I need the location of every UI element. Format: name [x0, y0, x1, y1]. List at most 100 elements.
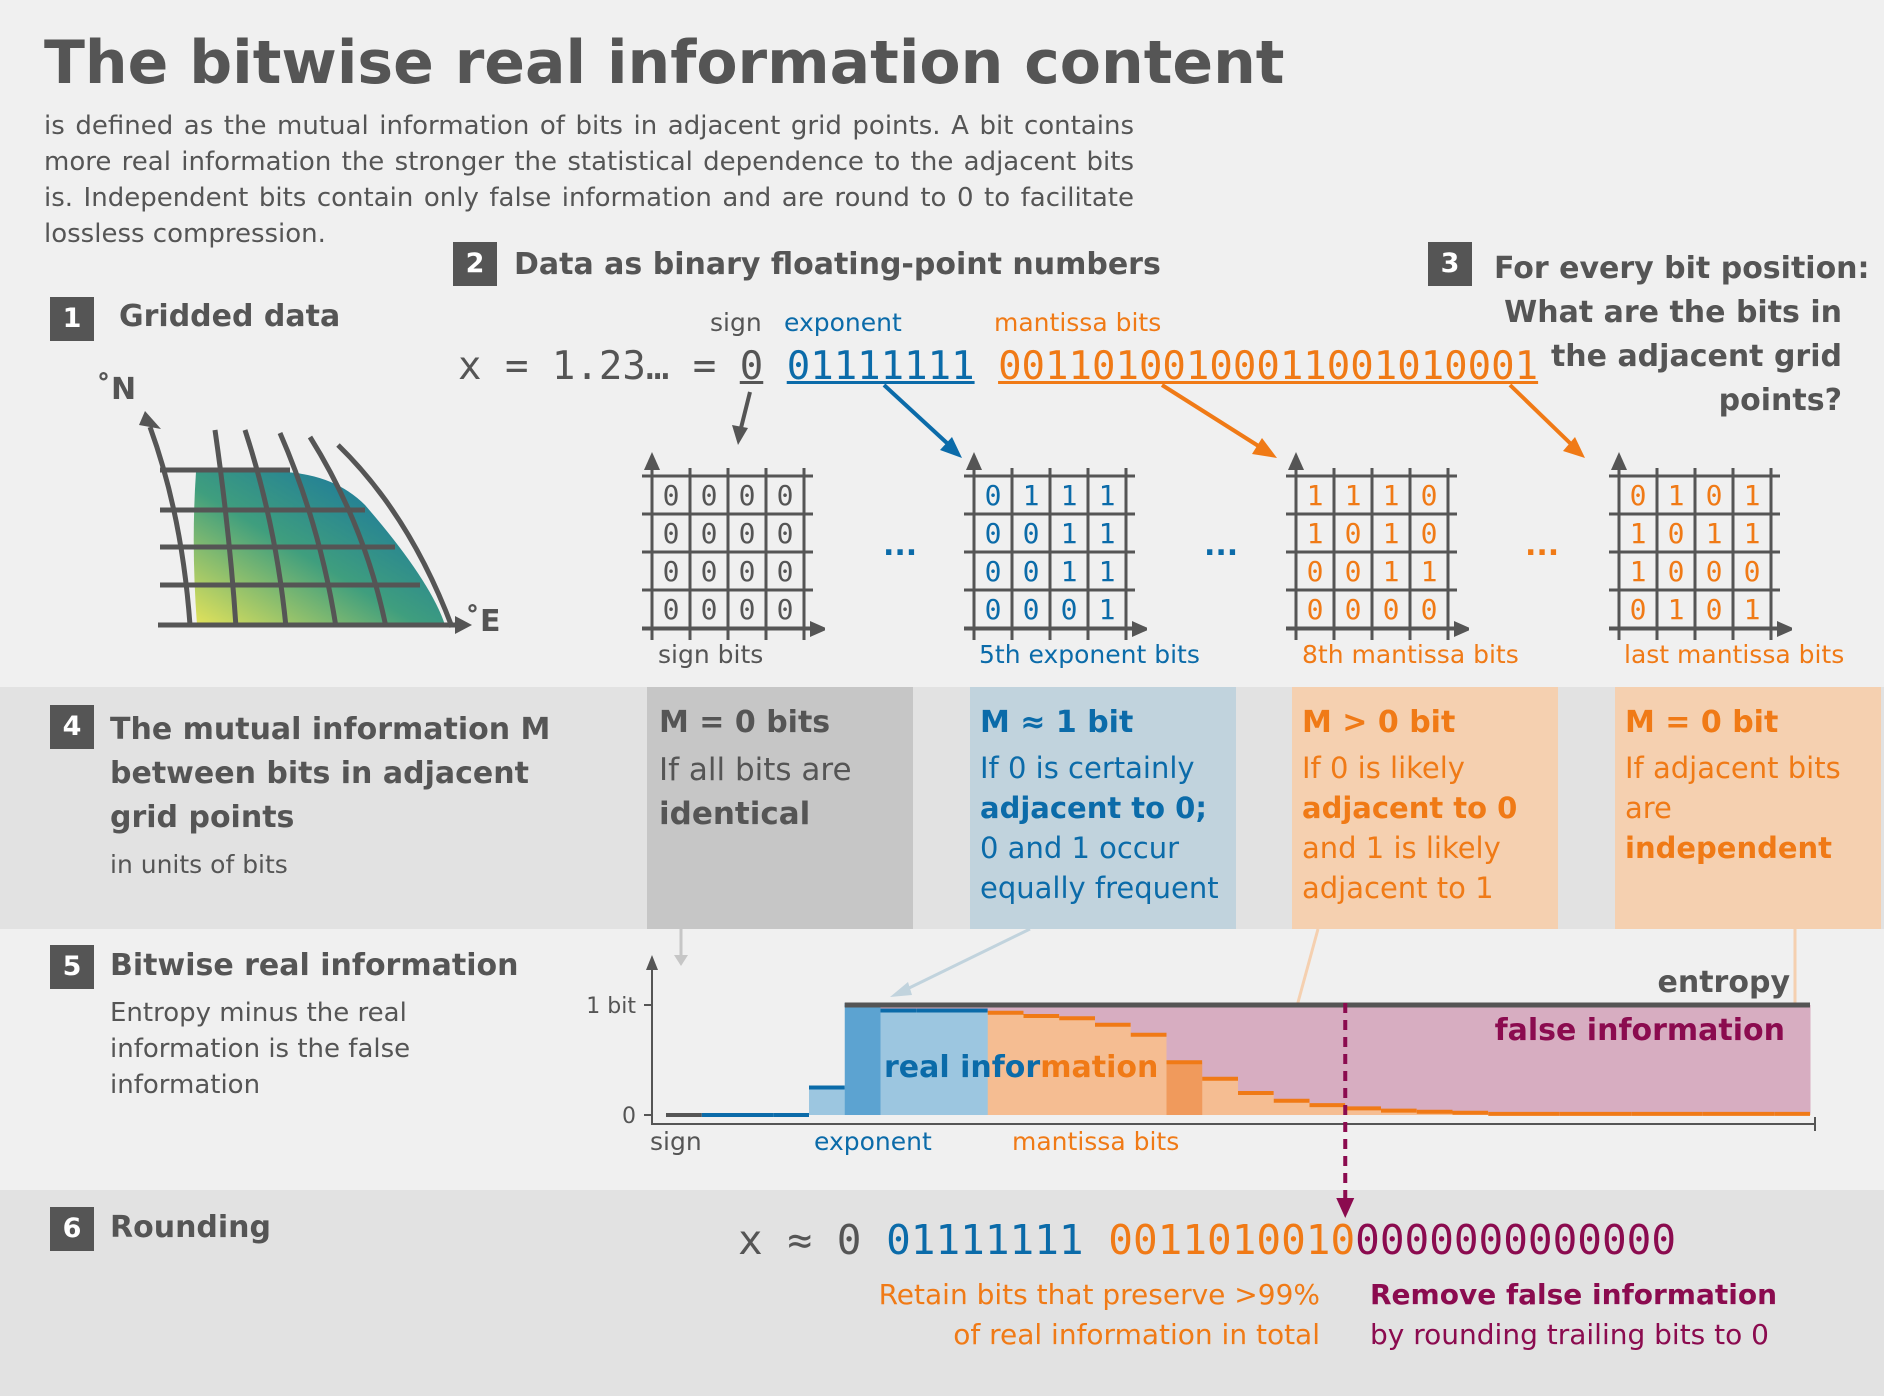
bit-cell: 0	[663, 593, 680, 626]
step4-subtitle: in units of bits	[110, 850, 288, 879]
grid-axis-arrow	[1288, 452, 1304, 470]
rounded-exponent-bits: 01111111	[886, 1216, 1084, 1264]
false-information-bar	[1559, 1005, 1596, 1114]
real-information-bar	[1273, 1100, 1310, 1115]
bit-cell: 0	[663, 555, 680, 588]
bit-cell: 1	[1099, 479, 1116, 512]
bit-cell: 0	[777, 555, 794, 588]
bit-cell: 0	[701, 479, 718, 512]
real-information-bar	[1381, 1110, 1418, 1115]
bit-cell: 0	[1421, 517, 1438, 550]
mi-box-text: If adjacent bits are independent	[1625, 748, 1871, 868]
rounded-sign-bit: 0	[836, 1216, 862, 1264]
false-information-bar	[1381, 1005, 1418, 1111]
grid-label-lastmantissa: last mantissa bits	[1624, 640, 1845, 669]
bit-cell: 1	[1345, 479, 1362, 512]
false-information-bar	[1452, 1005, 1489, 1113]
bit-cell: 0	[1421, 479, 1438, 512]
false-information-bar	[1488, 1005, 1525, 1114]
bit-cell: 0	[1744, 555, 1761, 588]
mi-box-text: If 0 is likely adjacent to 0 and 1 is li…	[1302, 748, 1548, 908]
remove-text: Remove false information by rounding tra…	[1370, 1275, 1777, 1355]
real-information-bar	[1345, 1108, 1382, 1115]
bit-cell: 1	[1630, 555, 1647, 588]
step4-title: The mutual information M between bits in…	[110, 708, 550, 840]
bit-cell: 1	[1744, 517, 1761, 550]
mi-box-identical: M = 0 bits If all bits are identical	[647, 687, 913, 929]
ellipsis-2: ...	[1204, 528, 1239, 563]
bit-cell: 0	[1706, 555, 1723, 588]
real-information-bar	[1238, 1093, 1275, 1115]
false-information-bar	[1238, 1005, 1275, 1093]
mi-box-line: identical	[659, 796, 811, 832]
step4-band	[0, 687, 1884, 929]
bit-cell: 0	[1345, 555, 1362, 588]
mi-box-title: M = 0 bit	[1625, 705, 1779, 740]
globe-grid-diagram	[139, 411, 472, 634]
real-information-bar	[987, 1012, 1024, 1115]
mi-box-title: M > 0 bit	[1302, 705, 1456, 740]
mi-box-line: and 1 is likely	[1302, 831, 1501, 865]
mi-box-line: 0 and 1 occur	[980, 831, 1180, 865]
bit-grid: 1 1 1 01 0 1 00 0 1 10 0 0 0	[1286, 452, 1469, 640]
bit-cell: 0	[777, 517, 794, 550]
retain-text: Retain bits that preserve >99% of real i…	[820, 1275, 1320, 1355]
false-information-bar	[1130, 1005, 1167, 1035]
bit-cell: 1	[1668, 479, 1685, 512]
step5-title: Bitwise real information	[110, 948, 519, 983]
x-group-label: exponent	[814, 1127, 932, 1156]
real-information-bar	[1166, 1062, 1203, 1115]
y-tick-label: 0	[622, 1104, 636, 1129]
bit-cell: 1	[1307, 517, 1324, 550]
bit-cell: 0	[1668, 517, 1685, 550]
north-label: ˚N	[96, 372, 137, 407]
page-title: The bitwise real information content	[44, 28, 1285, 98]
mi-box-line: If all bits are	[659, 752, 852, 788]
bit-cell: 0	[1706, 593, 1723, 626]
bit-cell: 0	[663, 479, 680, 512]
false-information-bar	[1059, 1005, 1096, 1019]
bit-cell: 0	[1630, 593, 1647, 626]
bit-cell: 0	[985, 517, 1002, 550]
real-information-bar	[1202, 1078, 1239, 1115]
grid-label-sign: sign bits	[658, 640, 764, 669]
mi-box-line: independent	[1625, 831, 1833, 865]
x-group-label: mantissa bits	[1012, 1127, 1179, 1156]
real-information-bar	[809, 1087, 846, 1115]
false-information-bar	[1774, 1005, 1811, 1114]
grid-axis-arrow	[1454, 621, 1469, 637]
bit-cell: 1	[1061, 479, 1078, 512]
bit-grid: 0 0 0 00 0 0 00 0 0 00 0 0 0	[642, 452, 825, 640]
binary-sign-bit: 0	[739, 344, 764, 389]
step5-line: information	[110, 1070, 261, 1100]
entropy-label: entropy	[1658, 965, 1791, 1000]
bit-cell: 0	[701, 517, 718, 550]
mi-box-line: If 0 is likely	[1302, 751, 1465, 785]
real-information-bar	[1023, 1016, 1060, 1115]
bit-cell: 1	[1630, 517, 1647, 550]
bit-cell: 0	[739, 479, 756, 512]
bit-cell: 1	[1383, 479, 1400, 512]
bit-cell: 1	[1744, 479, 1761, 512]
mi-box-likely: M > 0 bit If 0 is likely adjacent to 0 a…	[1292, 687, 1558, 929]
bit-cell: 0	[1421, 593, 1438, 626]
bit-cell: 1	[1668, 593, 1685, 626]
bit-cell: 0	[1345, 517, 1362, 550]
step3-line: the adjacent grid	[1550, 339, 1842, 374]
rounded-number-row: x ≈ 0 01111111 00110100100000000000000	[738, 1216, 1676, 1264]
label-exponent: exponent	[784, 308, 902, 337]
bit-cell: 0	[777, 593, 794, 626]
bit-cell: 0	[1630, 479, 1647, 512]
false-information-bar	[880, 1005, 917, 1011]
step3-title: For every bit position: What are the bit…	[1494, 247, 1870, 423]
bit-cell: 0	[1668, 555, 1685, 588]
mi-box-title: M ≈ 1 bit	[980, 705, 1134, 740]
mi-box-title: M = 0 bits	[659, 705, 831, 740]
step1-title: Gridded data	[119, 299, 341, 334]
mi-box-line: If adjacent bits	[1625, 751, 1841, 785]
false-information-bar	[1702, 1005, 1739, 1114]
bit-cell: 0	[739, 555, 756, 588]
mi-box-line: adjacent to 1	[1302, 871, 1494, 905]
label-mantissa: mantissa bits	[994, 308, 1162, 337]
retain-line: of real information in total	[953, 1318, 1320, 1351]
